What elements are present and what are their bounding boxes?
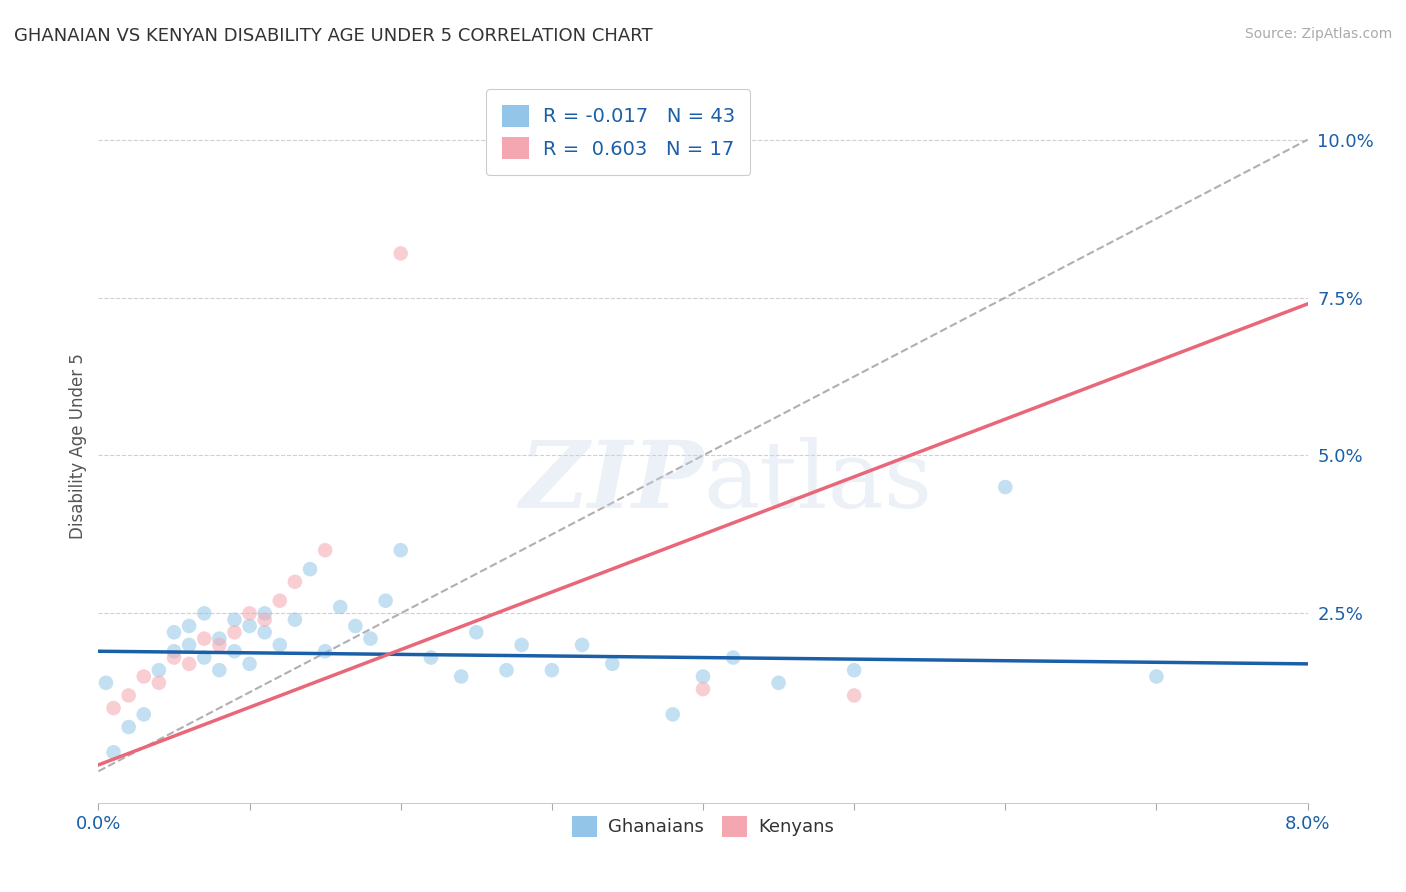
Text: Source: ZipAtlas.com: Source: ZipAtlas.com (1244, 27, 1392, 41)
Point (193, 607, 215, 621)
Point (540, 663, 562, 677)
Point (450, 669, 472, 683)
Point (103, 701, 125, 715)
Point (179, 619, 201, 633)
Legend: Ghanaians, Kenyans: Ghanaians, Kenyans (565, 808, 841, 844)
Point (103, 745, 125, 759)
Point (239, 657, 262, 671)
Point (284, 574, 307, 589)
Point (844, 663, 866, 677)
Point (148, 675, 170, 690)
Point (768, 675, 790, 690)
Point (994, 480, 1017, 494)
Point (329, 600, 352, 615)
Point (299, 562, 322, 576)
Point (208, 638, 231, 652)
Point (208, 663, 231, 677)
Point (374, 593, 396, 607)
Point (253, 607, 276, 621)
Point (344, 619, 367, 633)
Point (661, 707, 683, 722)
Point (224, 644, 246, 658)
Point (1146, 669, 1168, 683)
Point (239, 607, 262, 621)
Point (269, 638, 291, 652)
Point (239, 619, 262, 633)
Point (179, 657, 201, 671)
Point (163, 625, 186, 640)
Point (389, 246, 412, 260)
Point (510, 638, 533, 652)
Point (284, 613, 307, 627)
Point (94, 675, 117, 690)
Point (224, 625, 246, 640)
Point (465, 625, 488, 640)
Point (224, 613, 246, 627)
Point (571, 638, 593, 652)
Point (118, 720, 141, 734)
Point (132, 669, 155, 683)
Point (163, 650, 186, 665)
Point (193, 632, 215, 646)
Point (314, 543, 336, 558)
Point (269, 593, 291, 607)
Point (163, 644, 186, 658)
Point (253, 613, 276, 627)
Point (692, 669, 714, 683)
Point (692, 682, 714, 697)
Point (118, 689, 141, 703)
Point (193, 650, 215, 665)
Point (420, 650, 443, 665)
Text: GHANAIAN VS KENYAN DISABILITY AGE UNDER 5 CORRELATION CHART: GHANAIAN VS KENYAN DISABILITY AGE UNDER … (14, 27, 652, 45)
Point (208, 632, 231, 646)
Point (723, 650, 745, 665)
Point (844, 689, 866, 703)
Text: ZIP: ZIP (519, 437, 703, 526)
Point (314, 644, 336, 658)
Point (495, 663, 517, 677)
Text: atlas: atlas (703, 437, 932, 526)
Point (602, 657, 624, 671)
Point (253, 625, 276, 640)
Point (360, 632, 382, 646)
Point (179, 638, 201, 652)
Y-axis label: Disability Age Under 5: Disability Age Under 5 (69, 353, 87, 539)
Point (148, 663, 170, 677)
Point (389, 543, 412, 558)
Point (132, 707, 155, 722)
